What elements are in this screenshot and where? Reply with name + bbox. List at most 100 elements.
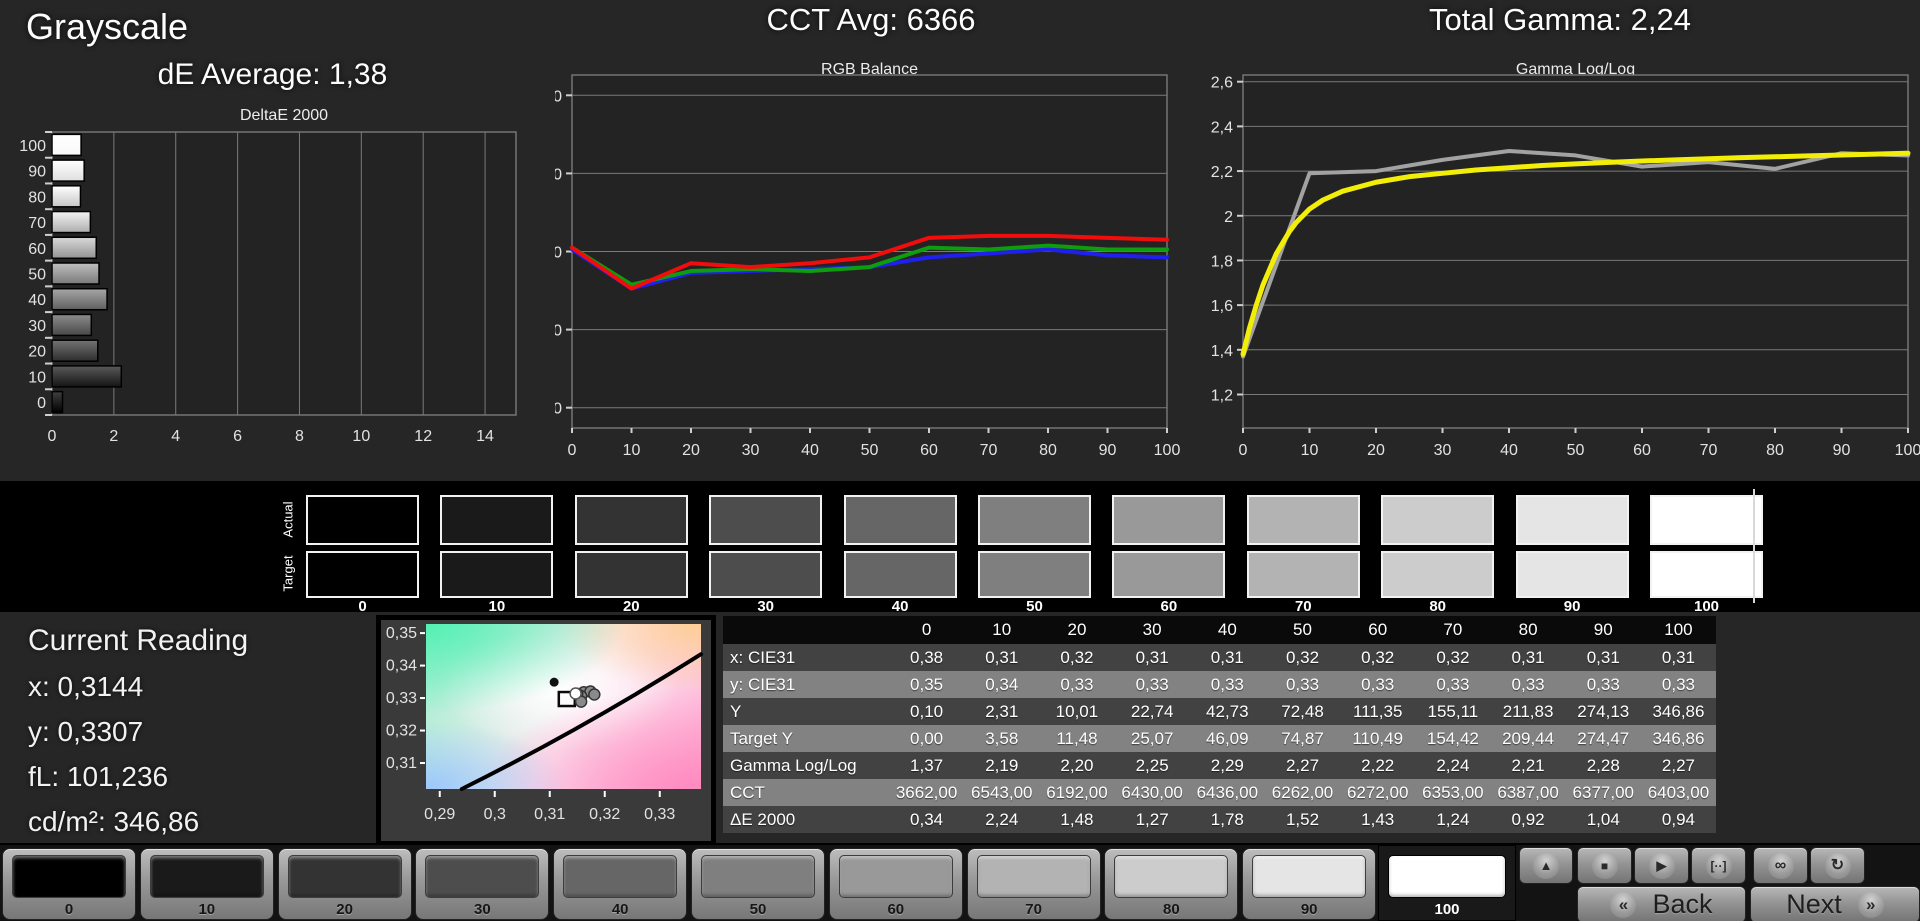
level-button-80[interactable]: 80 xyxy=(1104,848,1239,920)
cell: 0,33 xyxy=(1511,674,1545,694)
cell: 6192,00 xyxy=(1046,782,1108,802)
refresh-icon: ↻ xyxy=(1824,852,1851,879)
cell: 0,38 xyxy=(910,647,944,667)
reading-x: x: 0,3144 xyxy=(28,671,144,702)
cell: 2,25 xyxy=(1135,755,1169,775)
cie-chart: 0,35 0,34 0,33 0,32 0,31 0,29 0,3 0,31 0,32 0,33 xyxy=(381,620,711,841)
svg-text:40: 40 xyxy=(28,292,46,309)
cell: 1,52 xyxy=(1285,809,1320,829)
svg-text:30: 30 xyxy=(28,318,46,335)
svg-text:50: 50 xyxy=(1567,442,1585,459)
level-label: 70 xyxy=(1025,901,1042,918)
level-label: 30 xyxy=(474,901,491,918)
stop-button[interactable]: ■ xyxy=(1577,847,1632,884)
bar xyxy=(51,133,82,157)
gray-step-column-0: 0 xyxy=(306,481,419,615)
level-button-100[interactable]: 100 xyxy=(1378,845,1516,921)
level-label: 100 xyxy=(1434,901,1460,918)
cell: 2,22 xyxy=(1361,755,1395,775)
cell: 2,20 xyxy=(1060,755,1094,775)
column-header: 60 xyxy=(1368,620,1388,639)
svg-text:70: 70 xyxy=(1700,442,1718,459)
level-button-30[interactable]: 30 xyxy=(415,848,550,920)
cell: 72,48 xyxy=(1281,701,1324,721)
cct-average-readout: CCT Avg: 6366 xyxy=(766,2,976,37)
cell: 0,10 xyxy=(910,701,944,721)
level-button-20[interactable]: 20 xyxy=(277,848,412,920)
cell: 6403,00 xyxy=(1647,782,1710,802)
bar xyxy=(51,236,97,260)
svg-text:0,34: 0,34 xyxy=(386,658,417,675)
cell: 1,04 xyxy=(1586,809,1620,829)
strip-divider xyxy=(1753,489,1755,603)
svg-text:70: 70 xyxy=(28,215,46,232)
cell: 0,33 xyxy=(1135,674,1169,694)
cell: 6436,00 xyxy=(1196,782,1259,802)
cell: 74,87 xyxy=(1281,728,1324,748)
cell: 0,31 xyxy=(985,647,1019,667)
bar xyxy=(51,339,99,362)
grayscale-swatch-strip: Actual Target 0 10 20 30 40 50 60 70 80 90 100 xyxy=(0,481,1920,615)
level-button-0[interactable]: 0 xyxy=(2,848,136,920)
cell: 2,27 xyxy=(1285,755,1320,775)
column-header: 100 xyxy=(1664,620,1693,639)
level-swatch xyxy=(976,855,1091,898)
cell: 42,73 xyxy=(1206,701,1249,721)
cell: 154,42 xyxy=(1426,728,1479,748)
series-red xyxy=(570,233,1169,291)
svg-text:Gamma Log/Log: Gamma Log/Log xyxy=(1516,61,1635,78)
level-button-60[interactable]: 60 xyxy=(828,848,963,920)
table-row: Gamma Log/Log 1,37 2,19 2,20 2,25 2,29 2,27 2,2… xyxy=(723,752,1716,779)
next-button[interactable]: Next » xyxy=(1750,886,1920,921)
svg-text:0,3: 0,3 xyxy=(484,806,506,823)
cell: 0,33 xyxy=(1060,674,1094,694)
column-header: 70 xyxy=(1443,620,1463,639)
level-label: 50 xyxy=(749,901,767,918)
cell: 346,86 xyxy=(1652,728,1705,748)
back-button[interactable]: « Back xyxy=(1577,886,1746,921)
svg-text:50: 50 xyxy=(861,442,879,459)
gamma-chart: Gamma Log/Log 2,6 2,4 2,2 2 1,8 1,6 1,4 1,2 0 10 20… xyxy=(1200,58,1920,467)
gray-step-column-10: 10 xyxy=(440,481,554,615)
actual-swatch xyxy=(1650,495,1763,545)
level-swatch xyxy=(425,855,540,898)
svg-text:0,31: 0,31 xyxy=(386,755,417,772)
svg-text:0: 0 xyxy=(37,395,46,412)
rgb-balance-chart: RGB Balance 40 20 0 -20 -40 0 10 20 30 40 50 60 70 80 9… xyxy=(539,58,1190,467)
gray-step-column-80: 80 xyxy=(1381,481,1495,615)
cell: 0,33 xyxy=(1285,674,1320,694)
cell: 11,48 xyxy=(1056,728,1098,748)
table-corner-cell xyxy=(723,616,889,644)
level-button-50[interactable]: 50 xyxy=(691,848,825,920)
interval-icon: [··] xyxy=(1705,852,1732,879)
gray-step-column-90: 90 xyxy=(1515,481,1629,615)
cell: 274,13 xyxy=(1577,701,1630,721)
svg-text:50: 50 xyxy=(28,267,46,284)
table-row: CCT 3662,00 6543,00 6192,00 6430,00 6436,00 62… xyxy=(723,779,1716,806)
play-button[interactable]: ▶ xyxy=(1634,847,1689,884)
svg-text:40: 40 xyxy=(801,442,819,459)
level-button-70[interactable]: 70 xyxy=(966,848,1101,920)
interval-button[interactable]: [··] xyxy=(1691,847,1746,884)
loop-button[interactable]: ↻ xyxy=(1810,847,1865,884)
continuous-measure-button[interactable]: ∞ xyxy=(1753,847,1808,884)
next-button-label: Next xyxy=(1786,889,1842,919)
cell: 0,94 xyxy=(1661,809,1695,829)
level-button-40[interactable]: 40 xyxy=(553,848,688,920)
target-swatch xyxy=(1650,551,1763,598)
cell: 2,21 xyxy=(1511,755,1545,775)
svg-text:4: 4 xyxy=(171,428,180,445)
svg-text:0,32: 0,32 xyxy=(386,723,417,740)
scroll-up-button[interactable]: ▲ xyxy=(1519,847,1573,884)
level-button-90[interactable]: 90 xyxy=(1242,848,1377,920)
daylight-locus-curve xyxy=(459,652,703,791)
svg-text:0,29: 0,29 xyxy=(424,806,455,823)
measurement-table: 0 10 20 30 40 50 60 70 80 90 100 x: CIE31 0,38 0,31 0,… xyxy=(723,616,1716,833)
deltae-bar-chart: DeltaE 2000 0 2 4 6 8 10 12 14 100 90 80 70 60 50 40 30 2… xyxy=(0,104,545,481)
level-label: 40 xyxy=(611,901,629,918)
cie-chromaticity-panel: 0,35 0,34 0,33 0,32 0,31 0,29 0,3 0,31 0,32 0,33 xyxy=(376,615,716,846)
table-row: y: CIE31 0,35 0,34 0,33 0,33 0,33 0,33 0,33 0,33… xyxy=(723,671,1716,698)
svg-text:0,33: 0,33 xyxy=(386,690,417,707)
gray-step-label: 20 xyxy=(622,598,640,615)
level-button-10[interactable]: 10 xyxy=(139,848,274,920)
